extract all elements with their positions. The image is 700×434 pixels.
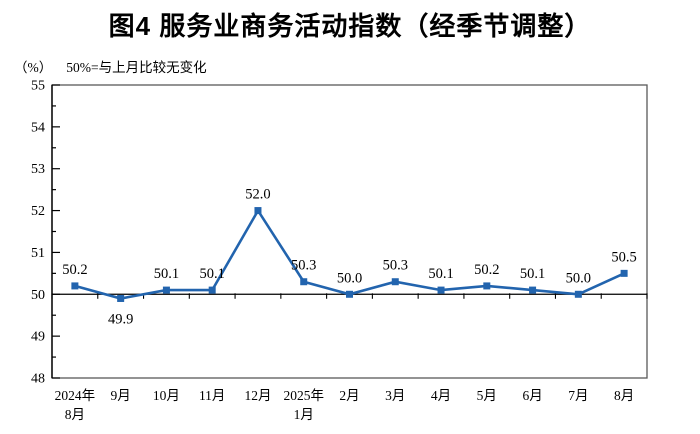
x-tick-label: 2024年 <box>55 388 96 403</box>
data-point-label: 50.0 <box>566 270 591 286</box>
data-point-label: 50.3 <box>291 258 316 274</box>
data-point-marker <box>483 282 491 290</box>
data-point-marker <box>117 294 125 302</box>
data-point-label: 50.2 <box>62 262 87 278</box>
x-tick-label: 10月 <box>153 388 180 403</box>
x-tick-label: 4月 <box>431 388 451 403</box>
data-point-marker <box>529 286 537 294</box>
y-axis-unit-label: （%） <box>14 60 53 75</box>
x-tick-label: 2025年 <box>283 388 324 403</box>
x-tick-label: 7月 <box>568 388 588 403</box>
y-tick-label: 54 <box>31 120 45 135</box>
x-tick-label: 12月 <box>244 388 271 403</box>
data-point-marker <box>346 290 353 298</box>
data-point-label: 50.5 <box>611 249 636 265</box>
y-tick-label: 49 <box>31 330 45 345</box>
y-tick-label: 48 <box>31 372 45 387</box>
data-point-marker <box>300 278 308 286</box>
chart-subtitle: （%） 50%=与上月比较无变化 <box>14 56 207 76</box>
data-point-label: 50.1 <box>200 266 225 282</box>
data-point-label: 50.1 <box>154 266 179 282</box>
data-point-marker <box>254 207 262 215</box>
y-tick-label: 53 <box>31 162 45 177</box>
data-point-marker <box>574 290 582 298</box>
data-point-marker <box>391 278 399 286</box>
data-point-label: 50.3 <box>383 258 408 274</box>
reference-note-label: 50%=与上月比较无变化 <box>66 60 207 75</box>
data-point-marker <box>620 269 628 277</box>
data-point-marker <box>71 282 79 290</box>
x-tick-label: 3月 <box>385 388 405 403</box>
x-tick-label: 8月 <box>614 388 634 403</box>
data-point-label: 49.9 <box>108 311 133 327</box>
plot-border <box>51 84 648 379</box>
chart-title: 图4 服务业商务活动指数（经季节调整） <box>108 11 592 41</box>
y-tick-label: 50 <box>31 288 45 303</box>
x-tick-label: 9月 <box>111 388 131 403</box>
y-tick-label: 52 <box>31 204 45 219</box>
x-tick-label: 8月 <box>65 407 85 422</box>
data-point-label: 50.0 <box>337 270 362 286</box>
y-tick-label: 51 <box>31 246 45 261</box>
x-tick-label: 1月 <box>294 407 314 422</box>
x-tick-label: 11月 <box>199 388 226 403</box>
data-point-label: 52.0 <box>245 187 270 203</box>
y-tick-label: 55 <box>31 79 45 94</box>
x-tick-label: 6月 <box>522 388 542 403</box>
data-point-marker <box>437 286 445 294</box>
data-point-marker <box>162 286 170 294</box>
data-point-label: 50.1 <box>428 266 453 282</box>
data-point-label: 50.1 <box>520 266 545 282</box>
data-point-label: 50.2 <box>474 262 499 278</box>
x-tick-label: 5月 <box>477 388 497 403</box>
x-tick-label: 2月 <box>339 388 359 403</box>
data-point-marker <box>208 286 216 294</box>
